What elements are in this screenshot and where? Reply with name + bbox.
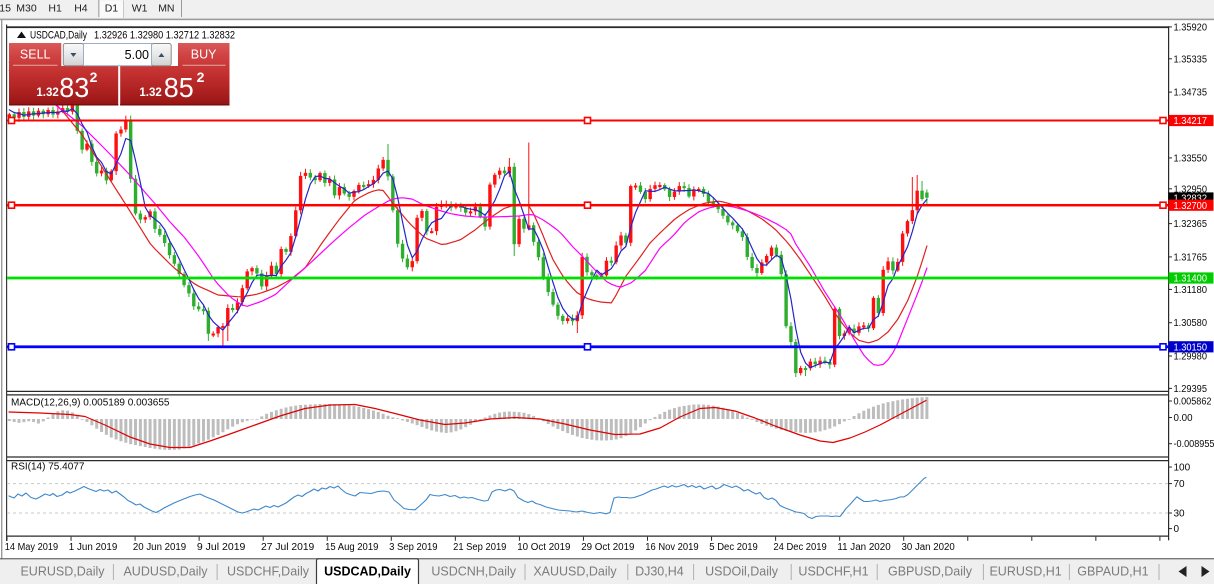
svg-text:11 Jan 2020: 11 Jan 2020	[837, 542, 891, 553]
svg-text:30 Jan 2020: 30 Jan 2020	[902, 542, 956, 553]
svg-text:1.29980: 1.29980	[1174, 352, 1208, 363]
svg-text:EURUSD,H1: EURUSD,H1	[989, 565, 1061, 579]
svg-text:1.32950: 1.32950	[1174, 184, 1208, 195]
svg-text:1.32: 1.32	[36, 87, 58, 99]
svg-text:30: 30	[1174, 509, 1186, 520]
svg-text:2: 2	[197, 69, 205, 85]
svg-text:MN: MN	[158, 3, 174, 15]
svg-text:29 Oct 2019: 29 Oct 2019	[581, 542, 635, 553]
svg-text:SELL: SELL	[20, 48, 51, 62]
svg-text:GBPAUD,H1: GBPAUD,H1	[1077, 565, 1148, 579]
svg-text:1.33550: 1.33550	[1174, 153, 1208, 164]
svg-text:1.32: 1.32	[139, 87, 161, 99]
svg-text:10 Oct 2019: 10 Oct 2019	[517, 542, 571, 553]
svg-text:EURUSD,Daily: EURUSD,Daily	[20, 565, 105, 579]
svg-text:1.29395: 1.29395	[1174, 384, 1208, 395]
svg-text:1.30150: 1.30150	[1174, 342, 1208, 353]
svg-text:70: 70	[1174, 479, 1186, 490]
svg-text:0.005862: 0.005862	[1174, 397, 1212, 408]
svg-text:M15: M15	[0, 3, 11, 15]
svg-text:16 Nov 2019: 16 Nov 2019	[645, 542, 699, 553]
svg-text:15 Aug 2019: 15 Aug 2019	[325, 542, 379, 553]
svg-text:0.00: 0.00	[1174, 413, 1193, 424]
svg-text:1.32365: 1.32365	[1174, 219, 1208, 230]
svg-text:W1: W1	[132, 3, 148, 15]
svg-text:USDOil,Daily: USDOil,Daily	[705, 565, 779, 579]
svg-text:1.32926 1.32980 1.32712 1.3283: 1.32926 1.32980 1.32712 1.32832	[94, 29, 235, 41]
svg-text:XAUUSD,Daily: XAUUSD,Daily	[533, 565, 617, 579]
svg-text:USDCHF,H1: USDCHF,H1	[798, 565, 868, 579]
svg-text:1.34735: 1.34735	[1174, 88, 1208, 99]
svg-text:1.31765: 1.31765	[1174, 252, 1208, 263]
svg-text:21 Sep 2019: 21 Sep 2019	[453, 542, 507, 553]
svg-text:H1: H1	[48, 3, 62, 15]
svg-text:27 Jul 2019: 27 Jul 2019	[261, 542, 315, 553]
svg-text:USDCAD,Daily: USDCAD,Daily	[30, 29, 87, 41]
svg-text:3 Sep 2019: 3 Sep 2019	[389, 542, 438, 553]
svg-text:USDCNH,Daily: USDCNH,Daily	[431, 565, 516, 579]
svg-text:1.35920: 1.35920	[1174, 22, 1208, 33]
svg-text:1.32832: 1.32832	[1174, 194, 1208, 205]
svg-text:RSI(14) 75.4077: RSI(14) 75.4077	[11, 462, 85, 473]
svg-text:-0.008955: -0.008955	[1174, 439, 1214, 450]
svg-text:5.00: 5.00	[125, 48, 149, 62]
svg-text:5 Dec 2019: 5 Dec 2019	[709, 542, 758, 553]
svg-text:MACD(12,26,9) 0.005189 0.00365: MACD(12,26,9) 0.005189 0.003655	[11, 398, 170, 409]
svg-text:USDCAD,Daily: USDCAD,Daily	[324, 565, 411, 579]
svg-text:1.35335: 1.35335	[1174, 54, 1208, 65]
svg-text:1.31180: 1.31180	[1174, 285, 1208, 296]
svg-text:83: 83	[59, 72, 89, 103]
svg-text:100: 100	[1174, 463, 1191, 474]
svg-text:1.34217: 1.34217	[1174, 116, 1208, 127]
svg-text:9 Jul 2019: 9 Jul 2019	[197, 542, 246, 553]
svg-text:USDCHF,Daily: USDCHF,Daily	[227, 565, 310, 579]
svg-text:2: 2	[90, 69, 98, 85]
svg-text:D1: D1	[105, 3, 119, 15]
svg-text:20 Jun 2019: 20 Jun 2019	[133, 542, 187, 553]
svg-text:M30: M30	[16, 3, 37, 15]
svg-text:DJ30,H4: DJ30,H4	[635, 565, 684, 579]
svg-text:1 Jun 2019: 1 Jun 2019	[69, 542, 118, 553]
svg-text:14 May 2019: 14 May 2019	[5, 542, 59, 553]
svg-text:BUY: BUY	[191, 48, 217, 62]
svg-text:1.31400: 1.31400	[1174, 274, 1208, 285]
svg-text:GBPUSD,Daily: GBPUSD,Daily	[888, 565, 973, 579]
svg-text:AUDUSD,Daily: AUDUSD,Daily	[123, 565, 208, 579]
svg-text:1.32700: 1.32700	[1174, 201, 1208, 212]
svg-text:1.30580: 1.30580	[1174, 318, 1208, 329]
svg-text:24 Dec 2019: 24 Dec 2019	[773, 542, 827, 553]
svg-text:85: 85	[164, 72, 194, 103]
svg-text:0: 0	[1174, 524, 1180, 535]
svg-text:H4: H4	[74, 3, 88, 15]
